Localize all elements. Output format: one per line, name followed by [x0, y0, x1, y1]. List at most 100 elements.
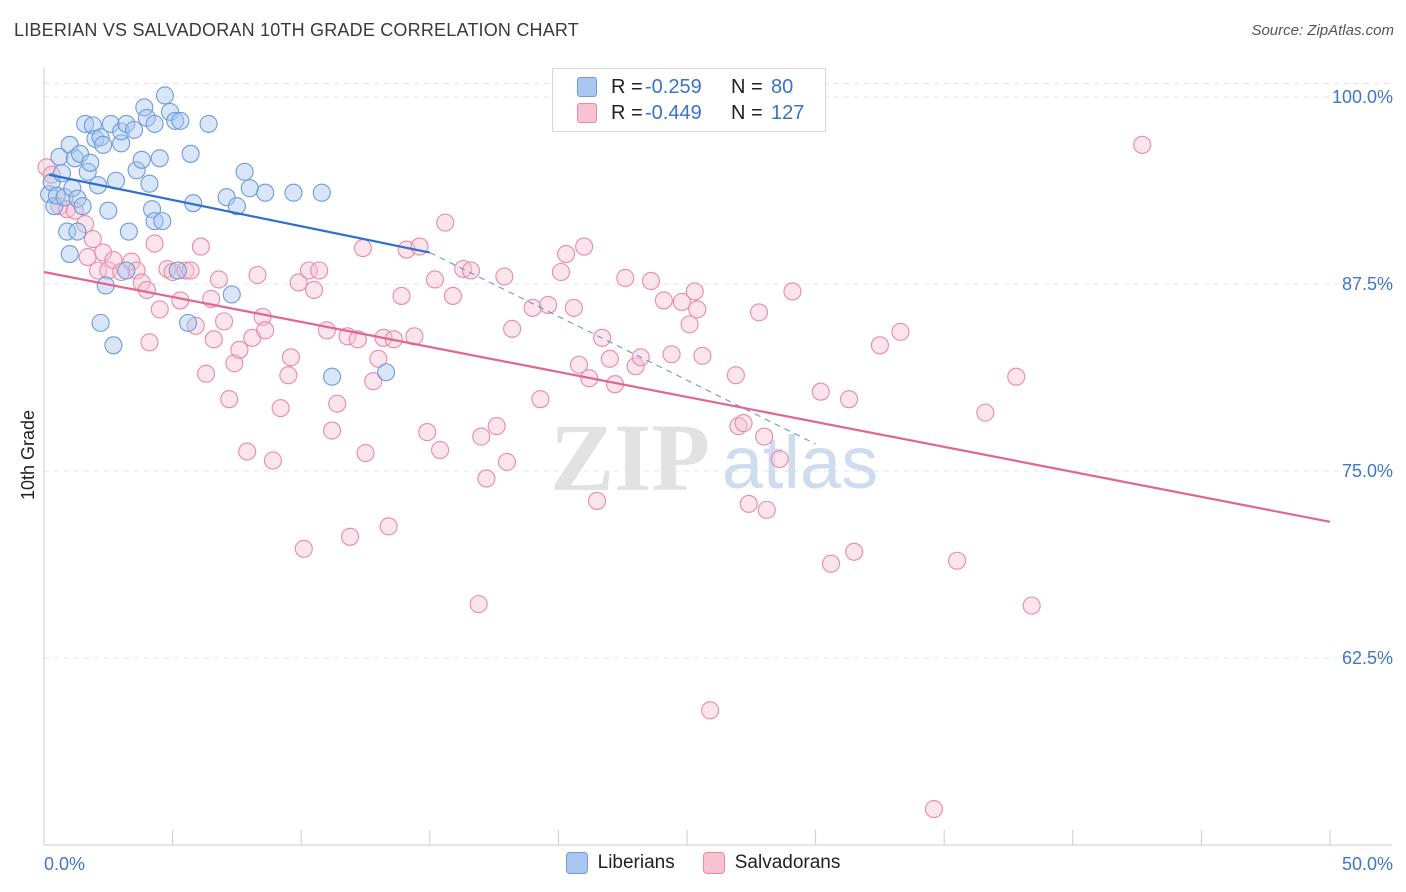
- liberian-point: [171, 111, 190, 130]
- salvadoran-point: [279, 366, 298, 385]
- salvadoran-point: [662, 345, 681, 364]
- salvadoran-point: [701, 701, 720, 720]
- liberian-point: [68, 222, 87, 241]
- legend-swatch-liberians: [577, 77, 597, 97]
- x-tick-label: 50.0%: [1342, 854, 1393, 874]
- salvadoran-point: [948, 551, 967, 570]
- liberian-point: [178, 313, 198, 332]
- salvadoran-point: [289, 273, 308, 292]
- y-tick-label: 62.5%: [1342, 648, 1393, 668]
- liberian-point: [284, 183, 303, 202]
- trend-line-liberians: [48, 173, 431, 254]
- salvadoran-point: [749, 303, 769, 322]
- salvadoran-point: [495, 267, 514, 286]
- salvadoran-point: [328, 394, 347, 413]
- salvadoran-point: [680, 315, 699, 334]
- liberian-point: [101, 114, 120, 133]
- salvadoran-point: [238, 442, 257, 461]
- salvadoran-point: [976, 403, 995, 422]
- legend-n-value: 127: [771, 101, 805, 124]
- salvadoran-point: [924, 800, 943, 819]
- y-tick-label: 75.0%: [1342, 461, 1393, 481]
- salvadoran-point: [726, 366, 745, 385]
- salvadoran-point: [418, 423, 437, 442]
- legend-row-salvadorans: R = -0.449 N = 127: [577, 101, 804, 125]
- liberian-point: [60, 135, 79, 154]
- salvadoran-point: [587, 491, 607, 510]
- liberian-point: [135, 98, 154, 117]
- salvadoran-point: [757, 500, 776, 519]
- legend-r-label: R =: [611, 75, 643, 98]
- legend-n-label: N =: [731, 101, 763, 124]
- salvadoran-point: [88, 261, 108, 280]
- salvadoran-point: [469, 595, 488, 614]
- trend-lines: [43, 173, 1331, 523]
- salvadoran-point: [1133, 135, 1152, 154]
- salvadoran-point: [364, 372, 383, 391]
- salvadoran-point: [356, 443, 375, 463]
- liberian-point: [124, 120, 144, 139]
- salvadoran-point: [281, 348, 300, 367]
- salvadoran-point: [348, 330, 367, 349]
- liberian-point: [45, 197, 64, 216]
- salvadoran-point: [557, 244, 576, 264]
- salvadoran-point: [839, 390, 859, 409]
- liberian-point: [312, 183, 331, 202]
- liberian-point: [377, 363, 396, 382]
- tick-labels: 62.5% 75.0% 87.5% 100.0% 0.0% 50.0%: [44, 87, 1393, 874]
- salvadoran-point: [305, 280, 324, 300]
- salvadoran-point: [263, 451, 282, 470]
- legend-swatch-salvadorans: [702, 852, 725, 874]
- salvadoran-point: [431, 440, 450, 460]
- salvadoran-point: [539, 295, 558, 314]
- salvadoran-point: [734, 414, 753, 433]
- salvadoran-point: [503, 319, 522, 338]
- liberian-point: [60, 244, 79, 264]
- liberian-point: [40, 185, 59, 204]
- salvadoran-point: [248, 265, 267, 285]
- legend-r-value: -0.449: [645, 101, 702, 124]
- salvadoran-point: [551, 262, 571, 282]
- liberian-point: [94, 135, 113, 154]
- salvadoran-point: [443, 286, 462, 305]
- liberian-point: [104, 336, 123, 355]
- salvadoran-point: [641, 271, 661, 291]
- liberian-point: [217, 188, 236, 207]
- trend-line-liberians-extension: [429, 252, 816, 445]
- liberian-point: [140, 174, 159, 193]
- liberian-point: [199, 114, 218, 133]
- y-tick-label: 87.5%: [1342, 274, 1393, 294]
- y-tick-label: 100.0%: [1332, 87, 1393, 107]
- salvadoran-point: [181, 261, 200, 280]
- salvadoran-point: [94, 243, 113, 262]
- liberian-point: [81, 153, 100, 172]
- salvadoran-point: [127, 261, 146, 280]
- salvadoran-point: [145, 234, 164, 253]
- salvadoran-point: [600, 349, 619, 368]
- salvadoran-point: [523, 298, 542, 317]
- salvadoran-point: [220, 390, 239, 409]
- salvadoran-point: [425, 270, 444, 289]
- salvadoran-point: [369, 349, 388, 368]
- salvadoran-point: [317, 321, 336, 340]
- salvadoran-point: [196, 364, 216, 383]
- liberian-point: [160, 102, 180, 121]
- salvadoran-point: [392, 286, 411, 305]
- chart-title: LIBERIAN VS SALVADORAN 10TH GRADE CORREL…: [14, 20, 579, 40]
- liberian-point: [227, 197, 246, 216]
- salvadoran-point: [150, 300, 169, 319]
- liberian-point: [166, 111, 185, 130]
- legend-item-liberians: Liberians: [565, 852, 675, 874]
- salvadoran-point: [436, 213, 455, 232]
- salvadoran-point: [870, 336, 889, 355]
- salvadoran-point: [1007, 367, 1026, 386]
- salvadoran-point: [654, 291, 673, 310]
- salvadoran-point: [693, 346, 712, 365]
- liberian-point: [119, 222, 138, 241]
- legend-swatch-liberians: [565, 852, 588, 874]
- salvadoran-point: [256, 321, 275, 340]
- salvadoran-point: [739, 494, 758, 513]
- salvadoran-point: [564, 298, 583, 317]
- salvadoran-point: [575, 237, 594, 256]
